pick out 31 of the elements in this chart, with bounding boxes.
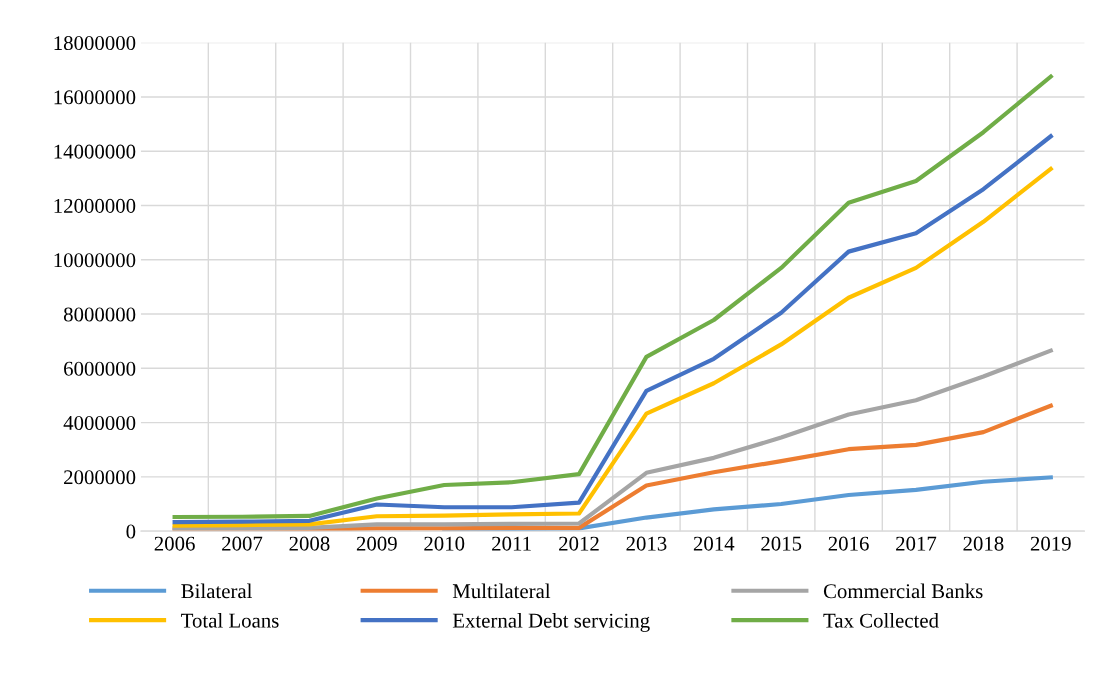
y-tick-label: 6000000	[64, 361, 136, 376]
y-tick-label: 0	[126, 524, 136, 539]
y-tick-label: 12000000	[54, 198, 136, 213]
x-tick-label: 2013	[626, 536, 667, 551]
y-tick-label: 10000000	[54, 253, 136, 268]
x-tick-label: 2017	[896, 536, 937, 551]
x-tick-label: 2016	[828, 536, 869, 551]
x-tick-label: 2012	[559, 536, 599, 551]
legend-label: External Debt servicing	[452, 613, 650, 632]
y-tick-label: 2000000	[64, 470, 136, 485]
x-tick-label: 2009	[356, 536, 397, 551]
x-tick-label: 2015	[761, 536, 802, 551]
y-tick-label: 14000000	[54, 144, 136, 159]
y-tick-label: 8000000	[63, 307, 136, 322]
x-tick-label: 2019	[1030, 536, 1071, 551]
y-tick-label: 4000000	[63, 415, 136, 431]
legend-label: Tax Collected	[823, 613, 939, 628]
x-tick-label: 2008	[289, 536, 330, 551]
x-tick-label: 2014	[693, 536, 735, 551]
line-series	[172, 348, 1053, 531]
x-tick-label: 2010	[424, 536, 465, 551]
y-tick-label: 16000000	[54, 90, 136, 105]
legend-label: Commercial Banks	[823, 583, 983, 599]
y-tick-label: 18000000	[54, 36, 136, 51]
x-tick-label: 2007	[222, 536, 263, 551]
legend-label: Multilateral	[452, 583, 551, 599]
legend-label: Bilateral	[181, 583, 253, 599]
x-tick-label: 2018	[963, 536, 1004, 551]
legend-label: Total Loans	[181, 613, 279, 628]
x-tick-label: 2006	[154, 536, 195, 551]
x-tick-label: 2011	[492, 536, 531, 551]
